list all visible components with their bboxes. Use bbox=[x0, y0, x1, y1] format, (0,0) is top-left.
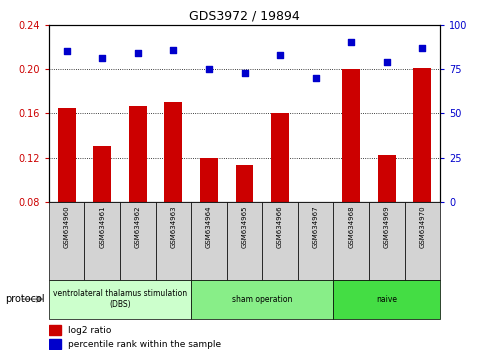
Text: sham operation: sham operation bbox=[232, 295, 292, 304]
Point bbox=[418, 45, 426, 51]
Bar bbox=[84, 202, 120, 280]
Bar bbox=[412, 68, 430, 290]
Bar bbox=[49, 325, 61, 335]
Bar bbox=[155, 202, 191, 280]
Text: GSM634961: GSM634961 bbox=[99, 206, 105, 248]
Bar bbox=[235, 165, 253, 290]
Point bbox=[382, 59, 390, 65]
Text: GSM634967: GSM634967 bbox=[312, 206, 318, 248]
Point bbox=[169, 47, 177, 52]
Text: log2 ratio: log2 ratio bbox=[68, 326, 112, 335]
Point bbox=[204, 66, 212, 72]
Bar bbox=[58, 108, 76, 290]
Bar bbox=[93, 147, 111, 290]
Bar bbox=[191, 202, 226, 280]
Text: GSM634963: GSM634963 bbox=[170, 206, 176, 248]
Bar bbox=[297, 202, 333, 280]
Bar bbox=[49, 202, 84, 280]
Text: GSM634964: GSM634964 bbox=[205, 206, 211, 248]
Text: GSM634966: GSM634966 bbox=[277, 206, 283, 248]
Text: naive: naive bbox=[375, 295, 396, 304]
Bar bbox=[306, 202, 324, 290]
Bar bbox=[262, 202, 297, 280]
Point bbox=[62, 48, 70, 54]
Text: GSM634962: GSM634962 bbox=[135, 206, 141, 248]
Point bbox=[240, 70, 248, 75]
Point bbox=[98, 56, 106, 61]
Bar bbox=[164, 102, 182, 290]
Point bbox=[346, 40, 354, 45]
Text: ventrolateral thalamus stimulation
(DBS): ventrolateral thalamus stimulation (DBS) bbox=[53, 290, 187, 309]
Point bbox=[134, 50, 142, 56]
Bar bbox=[200, 158, 217, 290]
Title: GDS3972 / 19894: GDS3972 / 19894 bbox=[189, 9, 299, 22]
Bar bbox=[226, 202, 262, 280]
Text: GSM634960: GSM634960 bbox=[63, 206, 69, 248]
Text: protocol: protocol bbox=[5, 294, 44, 304]
Text: GSM634965: GSM634965 bbox=[241, 206, 247, 248]
Bar bbox=[333, 280, 439, 319]
Bar bbox=[129, 105, 146, 290]
Bar bbox=[404, 202, 439, 280]
Point bbox=[311, 75, 319, 81]
Bar bbox=[49, 280, 191, 319]
Text: GSM634970: GSM634970 bbox=[419, 206, 425, 248]
Point bbox=[276, 52, 284, 58]
Bar bbox=[368, 202, 404, 280]
Bar bbox=[49, 339, 61, 349]
Bar bbox=[120, 202, 155, 280]
Bar bbox=[377, 155, 395, 290]
Text: GSM634968: GSM634968 bbox=[347, 206, 353, 248]
Text: percentile rank within the sample: percentile rank within the sample bbox=[68, 340, 221, 349]
Bar bbox=[333, 202, 368, 280]
Bar bbox=[271, 113, 288, 290]
Bar bbox=[342, 69, 359, 290]
Text: GSM634969: GSM634969 bbox=[383, 206, 389, 248]
Bar bbox=[191, 280, 333, 319]
